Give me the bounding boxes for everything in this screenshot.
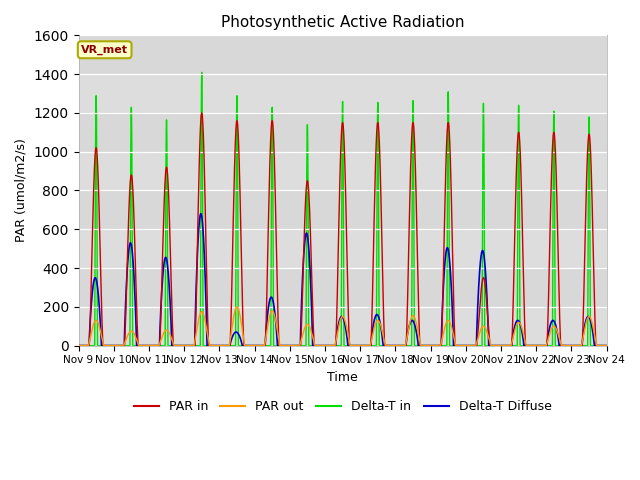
PAR in <box>273 238 280 243</box>
PAR out <box>233 304 241 310</box>
Bar <box>79 36 607 74</box>
Delta-T Diffuse <box>75 343 83 348</box>
Delta-T Diffuse <box>415 343 423 348</box>
PAR out <box>182 343 190 348</box>
Delta-T Diffuse <box>490 343 498 348</box>
Line: Delta-T in: Delta-T in <box>79 72 607 346</box>
PAR in <box>75 343 83 348</box>
Delta-T in <box>273 343 280 348</box>
Delta-T in <box>182 343 190 348</box>
Delta-T Diffuse <box>273 325 280 331</box>
PAR in <box>188 343 195 348</box>
Delta-T Diffuse <box>188 343 195 348</box>
Delta-T in <box>415 343 423 348</box>
PAR out <box>188 343 195 348</box>
PAR in <box>603 343 611 348</box>
Delta-T Diffuse <box>182 343 190 348</box>
PAR out <box>75 343 83 348</box>
PAR out <box>273 321 280 327</box>
Delta-T in <box>601 343 609 348</box>
Line: PAR out: PAR out <box>79 307 607 346</box>
PAR out <box>601 343 609 348</box>
PAR out <box>603 343 611 348</box>
Bar <box>79 268 607 307</box>
Delta-T in <box>75 343 83 348</box>
PAR in <box>198 110 205 116</box>
Delta-T Diffuse <box>197 211 205 216</box>
Title: Photosynthetic Active Radiation: Photosynthetic Active Radiation <box>221 15 465 30</box>
Delta-T in <box>490 343 498 348</box>
Legend: PAR in, PAR out, Delta-T in, Delta-T Diffuse: PAR in, PAR out, Delta-T in, Delta-T Dif… <box>129 396 557 418</box>
PAR in <box>601 343 609 348</box>
X-axis label: Time: Time <box>327 371 358 384</box>
Delta-T Diffuse <box>601 343 609 348</box>
Bar <box>79 113 607 152</box>
PAR in <box>490 343 498 348</box>
PAR in <box>182 343 190 348</box>
Delta-T in <box>198 70 205 75</box>
Delta-T in <box>603 343 611 348</box>
Delta-T Diffuse <box>603 343 611 348</box>
Text: VR_met: VR_met <box>81 45 128 55</box>
PAR in <box>415 329 423 335</box>
Y-axis label: PAR (umol/m2/s): PAR (umol/m2/s) <box>15 139 28 242</box>
Bar <box>79 191 607 229</box>
Line: PAR in: PAR in <box>79 113 607 346</box>
PAR out <box>415 336 423 342</box>
Line: Delta-T Diffuse: Delta-T Diffuse <box>79 214 607 346</box>
Delta-T in <box>188 343 195 348</box>
PAR out <box>490 343 498 348</box>
